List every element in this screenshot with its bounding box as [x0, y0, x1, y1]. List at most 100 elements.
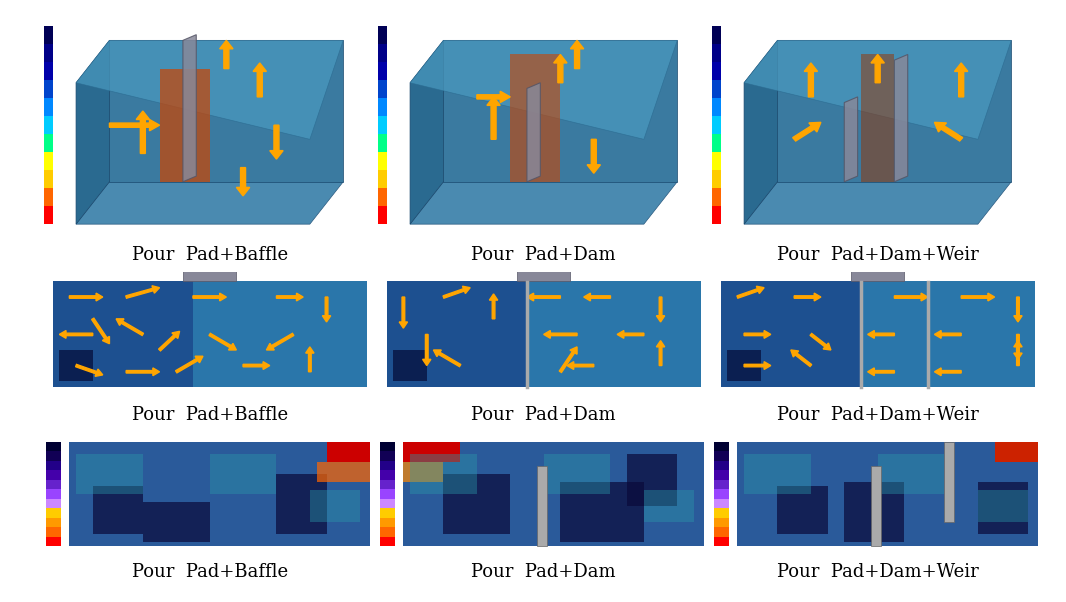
FancyArrow shape [159, 331, 179, 351]
Polygon shape [387, 282, 700, 387]
Polygon shape [727, 350, 761, 381]
Polygon shape [326, 442, 370, 462]
Polygon shape [45, 206, 52, 224]
Polygon shape [410, 454, 477, 494]
FancyArrow shape [894, 293, 927, 301]
Polygon shape [93, 486, 143, 534]
Polygon shape [403, 442, 461, 462]
Polygon shape [379, 498, 395, 508]
Polygon shape [403, 462, 443, 482]
Polygon shape [403, 442, 704, 546]
Polygon shape [744, 454, 811, 494]
Polygon shape [46, 536, 61, 546]
Polygon shape [844, 97, 858, 182]
FancyArrow shape [69, 293, 102, 301]
Polygon shape [871, 466, 881, 546]
FancyArrow shape [136, 111, 149, 154]
FancyArrow shape [176, 356, 203, 373]
Polygon shape [978, 482, 1028, 534]
Text: Pour  Pad+Dam+Weir: Pour Pad+Dam+Weir [777, 563, 979, 581]
Polygon shape [844, 482, 904, 542]
Polygon shape [46, 498, 61, 508]
Polygon shape [183, 269, 237, 282]
Polygon shape [378, 98, 387, 116]
Polygon shape [45, 170, 52, 188]
Polygon shape [46, 470, 61, 480]
Polygon shape [46, 461, 61, 470]
FancyArrow shape [567, 362, 594, 370]
Polygon shape [393, 350, 426, 381]
FancyArrow shape [804, 63, 818, 97]
Polygon shape [60, 350, 93, 381]
Polygon shape [45, 152, 52, 170]
Polygon shape [160, 69, 210, 182]
Polygon shape [379, 452, 395, 461]
Polygon shape [378, 170, 387, 188]
FancyArrow shape [744, 330, 771, 338]
Polygon shape [45, 80, 52, 98]
Polygon shape [714, 518, 729, 527]
Polygon shape [712, 80, 721, 98]
Polygon shape [45, 134, 52, 152]
Polygon shape [45, 62, 52, 80]
Polygon shape [378, 134, 387, 152]
Polygon shape [644, 490, 694, 522]
Polygon shape [378, 44, 387, 62]
Polygon shape [45, 26, 52, 44]
Polygon shape [317, 462, 370, 482]
Polygon shape [378, 26, 387, 44]
FancyArrow shape [489, 294, 498, 319]
Polygon shape [379, 536, 395, 546]
Polygon shape [744, 40, 1012, 139]
Polygon shape [378, 152, 387, 170]
Polygon shape [76, 454, 143, 494]
Polygon shape [511, 54, 561, 182]
FancyArrow shape [617, 330, 644, 338]
Polygon shape [627, 454, 677, 506]
Polygon shape [379, 470, 395, 480]
FancyArrow shape [306, 347, 314, 372]
Polygon shape [379, 508, 395, 518]
Polygon shape [76, 40, 110, 224]
Polygon shape [69, 442, 370, 546]
FancyArrow shape [868, 330, 894, 338]
Polygon shape [52, 282, 193, 387]
Text: Pour  Pad+Dam: Pour Pad+Dam [471, 563, 616, 581]
Polygon shape [517, 269, 570, 282]
Polygon shape [46, 442, 61, 452]
FancyArrow shape [276, 293, 303, 301]
Polygon shape [183, 35, 196, 182]
Polygon shape [110, 40, 343, 182]
Polygon shape [714, 470, 729, 480]
Text: Pour  Pad+Dam+Weir: Pour Pad+Dam+Weir [777, 246, 979, 264]
FancyArrow shape [422, 334, 431, 365]
Polygon shape [777, 486, 827, 534]
Polygon shape [52, 282, 367, 387]
Polygon shape [851, 269, 904, 282]
Polygon shape [276, 474, 326, 534]
FancyArrow shape [1014, 297, 1022, 322]
Polygon shape [378, 188, 387, 206]
FancyArrow shape [954, 63, 968, 97]
FancyArrow shape [962, 293, 995, 301]
Polygon shape [379, 518, 395, 527]
Polygon shape [714, 442, 729, 452]
Text: Pour  Pad+Baffle: Pour Pad+Baffle [131, 406, 288, 424]
FancyArrow shape [810, 334, 830, 350]
FancyArrow shape [110, 120, 160, 131]
Polygon shape [861, 282, 1035, 387]
FancyArrow shape [544, 330, 577, 338]
Polygon shape [894, 54, 908, 182]
Polygon shape [712, 116, 721, 134]
FancyArrow shape [60, 330, 93, 338]
Polygon shape [721, 282, 1035, 387]
Polygon shape [410, 40, 443, 224]
Polygon shape [387, 282, 527, 387]
Polygon shape [714, 508, 729, 518]
FancyArrow shape [399, 297, 407, 328]
FancyArrow shape [935, 122, 963, 141]
Polygon shape [45, 44, 52, 62]
Text: Pour  Pad+Dam: Pour Pad+Dam [471, 246, 616, 264]
Polygon shape [46, 452, 61, 461]
FancyArrow shape [434, 350, 461, 367]
